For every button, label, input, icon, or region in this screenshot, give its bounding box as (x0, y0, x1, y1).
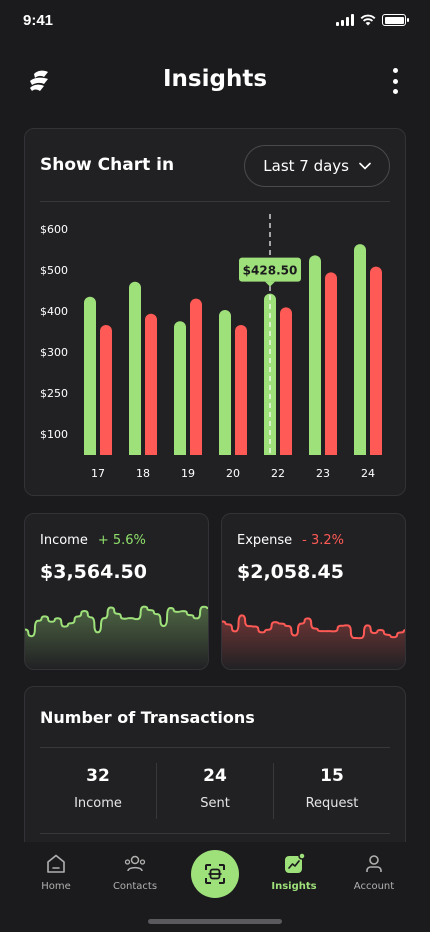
expense-bar (145, 313, 157, 455)
insights-icon (285, 852, 306, 873)
y-tick-label: $600 (40, 223, 68, 236)
y-tick-label: $500 (40, 264, 68, 277)
x-tick-label: 24 (361, 467, 375, 480)
sparkline-line (25, 605, 208, 638)
income-sparkline (25, 605, 208, 669)
tx-stat-value: 15 (320, 766, 344, 786)
tx-stat-sent[interactable]: 24 Sent (157, 763, 274, 819)
transactions-divider-bottom (40, 833, 390, 834)
period-select[interactable]: Last 7 days (244, 145, 390, 187)
expense-bar (100, 325, 112, 455)
tx-stat-value: 24 (203, 766, 227, 786)
tx-stat-request[interactable]: 15 Request (274, 763, 390, 819)
income-change: + 5.6% (97, 533, 146, 548)
income-bar (309, 255, 321, 455)
signal-icon (336, 14, 354, 26)
status-time: 9:41 (23, 12, 54, 29)
income-amount: $3,564.50 (40, 561, 147, 583)
x-tick-label: 22 (271, 467, 285, 480)
expense-change: - 3.2% (302, 533, 345, 548)
chart-divider (40, 201, 390, 202)
sparkline-area (25, 606, 208, 669)
income-bar (84, 296, 96, 455)
expense-sparkline (222, 614, 405, 669)
transactions-divider (40, 747, 390, 748)
tab-account[interactable]: Account (334, 852, 414, 892)
status-icons (336, 14, 409, 26)
transactions-title: Number of Transactions (40, 708, 255, 727)
expense-amount: $2,058.45 (237, 561, 344, 583)
transactions-card: Number of Transactions 32 Income 24 Sent… (24, 686, 406, 856)
x-tick-label: 19 (181, 467, 195, 480)
expense-bar (370, 266, 382, 455)
sparkline-line (222, 614, 405, 640)
tab-insights[interactable]: Insights (254, 852, 334, 892)
income-bar (264, 293, 276, 455)
tx-stat-label: Sent (200, 796, 230, 811)
tab-contacts[interactable]: Contacts (95, 852, 175, 892)
income-bar (129, 281, 141, 455)
income-bar (174, 321, 186, 455)
tab-home[interactable]: Home (16, 852, 96, 892)
brand-logo-icon (30, 70, 48, 91)
tx-stat-label: Request (305, 796, 359, 811)
expense-bar (280, 307, 292, 455)
transactions-stats: 32 Income 24 Sent 15 Request (40, 763, 390, 819)
y-tick-label: $250 (40, 387, 68, 400)
tab-bar: Home Contacts Insights Account (0, 842, 430, 932)
income-label: Income (40, 533, 88, 548)
expense-bar (325, 272, 337, 455)
expense-label: Expense (237, 533, 293, 548)
tab-label: Contacts (112, 881, 158, 892)
expense-bar (235, 325, 247, 455)
y-tick-label: $100 (40, 428, 68, 441)
chart-card: Show Chart in Last 7 days $600 $500 $400 $3… (24, 128, 406, 496)
contacts-icon (124, 855, 146, 872)
header: Insights (0, 56, 430, 104)
wifi-icon (360, 14, 376, 26)
chevron-down-icon (359, 162, 371, 170)
account-icon (366, 855, 382, 872)
income-bar (354, 244, 366, 455)
tab-label: Home (41, 881, 71, 892)
income-header: Income + 5.6% (40, 533, 146, 548)
chart-title: Show Chart in (40, 155, 175, 175)
tx-stat-value: 32 (86, 766, 110, 786)
highlight-tooltip-arrow (265, 281, 275, 287)
expense-card[interactable]: Expense - 3.2% $2,058.45 (221, 513, 406, 670)
scan-icon (205, 864, 225, 884)
sparkline-area (222, 615, 405, 669)
income-card[interactable]: Income + 5.6% $3,564.50 (24, 513, 209, 670)
battery-icon (382, 14, 409, 26)
highlight-tooltip (239, 257, 301, 282)
income-bar (219, 309, 231, 455)
y-tick-label: $400 (40, 305, 68, 318)
x-tick-label: 18 (136, 467, 150, 480)
tab-label: Insights (271, 881, 317, 892)
y-tick-label: $300 (40, 346, 68, 359)
period-select-value: Last 7 days (263, 157, 349, 175)
tab-label: Account (353, 881, 395, 892)
scan-button[interactable] (191, 850, 239, 898)
more-vertical-icon[interactable] (390, 68, 400, 94)
status-bar: 9:41 (0, 0, 430, 44)
expense-header: Expense - 3.2% (237, 533, 344, 548)
tx-stat-label: Income (74, 796, 122, 811)
tx-stat-income[interactable]: 32 Income (40, 763, 157, 819)
page-title: Insights (162, 66, 268, 92)
x-tick-label: 23 (316, 467, 330, 480)
x-tick-label: 20 (226, 467, 240, 480)
expense-bar (190, 298, 202, 455)
home-icon (47, 854, 65, 873)
highlight-value: $428.50 (243, 264, 298, 278)
home-indicator (148, 919, 282, 924)
bar-chart: $600 $500 $400 $300 $250 $100 17 18 19 20 22 23 24 $4… (40, 214, 382, 480)
x-tick-label: 17 (91, 467, 105, 480)
